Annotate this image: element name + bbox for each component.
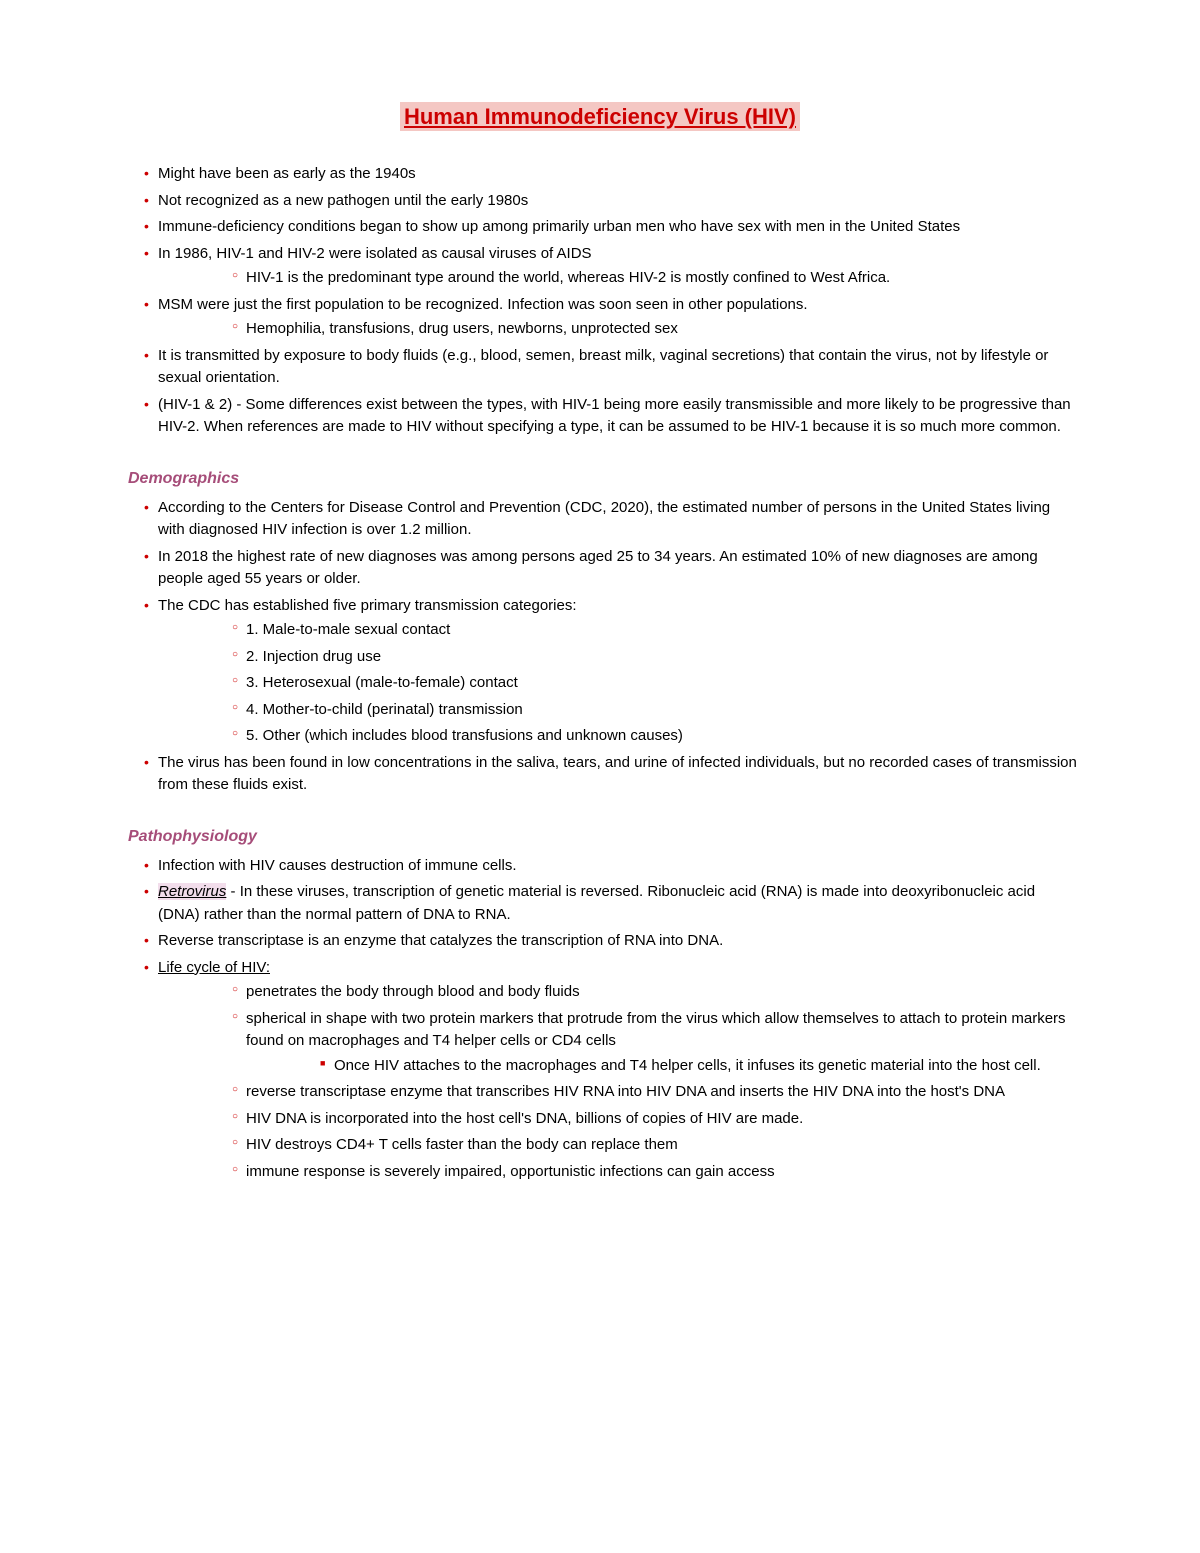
list-item: HIV destroys CD4+ T cells faster than th… [232,1134,1080,1157]
list-item: Once HIV attaches to the macrophages and… [320,1055,1080,1078]
list-item: 1. Male-to-male sexual contact [232,619,1080,642]
page-title: Human Immunodeficiency Virus (HIV) [400,102,800,131]
list-item-text: spherical in shape with two protein mark… [246,1010,1066,1050]
lifecycle-label: Life cycle of HIV: [158,959,270,976]
list-item: Might have been as early as the 1940s [144,163,1080,186]
list-item: 2. Injection drug use [232,646,1080,669]
lifecycle-list: penetrates the body through blood and bo… [158,981,1080,1183]
patho-list: Infection with HIV causes destruction of… [120,855,1080,1184]
list-item: 3. Heterosexual (male-to-female) contact [232,672,1080,695]
list-item: Infection with HIV causes destruction of… [144,855,1080,878]
list-item: MSM were just the first population to be… [144,294,1080,341]
list-item: The virus has been found in low concentr… [144,752,1080,797]
list-item: It is transmitted by exposure to body fl… [144,345,1080,390]
list-item: 5. Other (which includes blood transfusi… [232,725,1080,748]
list-item: In 1986, HIV-1 and HIV-2 were isolated a… [144,243,1080,290]
list-item-text: MSM were just the first population to be… [158,296,808,313]
sublist: 1. Male-to-male sexual contact 2. Inject… [158,619,1080,748]
sub-sublist: Once HIV attaches to the macrophages and… [246,1055,1080,1078]
retrovirus-term: Retrovirus [158,883,226,900]
list-item-text: In 1986, HIV-1 and HIV-2 were isolated a… [158,245,592,262]
page-title-wrap: Human Immunodeficiency Virus (HIV) [120,100,1080,133]
list-item: penetrates the body through blood and bo… [232,981,1080,1004]
intro-list: Might have been as early as the 1940s No… [120,163,1080,439]
document-page: Human Immunodeficiency Virus (HIV) Might… [0,0,1200,1553]
sublist: Hemophilia, transfusions, drug users, ne… [158,318,1080,341]
list-item: Retrovirus - In these viruses, transcrip… [144,881,1080,926]
sublist: HIV-1 is the predominant type around the… [158,267,1080,290]
list-item: Not recognized as a new pathogen until t… [144,190,1080,213]
list-item: Reverse transcriptase is an enzyme that … [144,930,1080,953]
retrovirus-def: - In these viruses, transcription of gen… [158,883,1035,923]
section-heading-pathophysiology: Pathophysiology [128,825,1080,849]
list-item: Immune-deficiency conditions began to sh… [144,216,1080,239]
list-item-text: The CDC has established five primary tra… [158,597,577,614]
demographics-list: According to the Centers for Disease Con… [120,497,1080,797]
list-item: According to the Centers for Disease Con… [144,497,1080,542]
list-item: immune response is severely impaired, op… [232,1161,1080,1184]
list-item: spherical in shape with two protein mark… [232,1008,1080,1078]
list-item: HIV DNA is incorporated into the host ce… [232,1108,1080,1131]
section-heading-demographics: Demographics [128,467,1080,491]
list-item: reverse transcriptase enzyme that transc… [232,1081,1080,1104]
list-item: HIV-1 is the predominant type around the… [232,267,1080,290]
list-item: Life cycle of HIV: penetrates the body t… [144,957,1080,1184]
list-item: The CDC has established five primary tra… [144,595,1080,748]
list-item: 4. Mother-to-child (perinatal) transmiss… [232,699,1080,722]
list-item: In 2018 the highest rate of new diagnose… [144,546,1080,591]
list-item: Hemophilia, transfusions, drug users, ne… [232,318,1080,341]
list-item: (HIV-1 & 2) - Some differences exist bet… [144,394,1080,439]
